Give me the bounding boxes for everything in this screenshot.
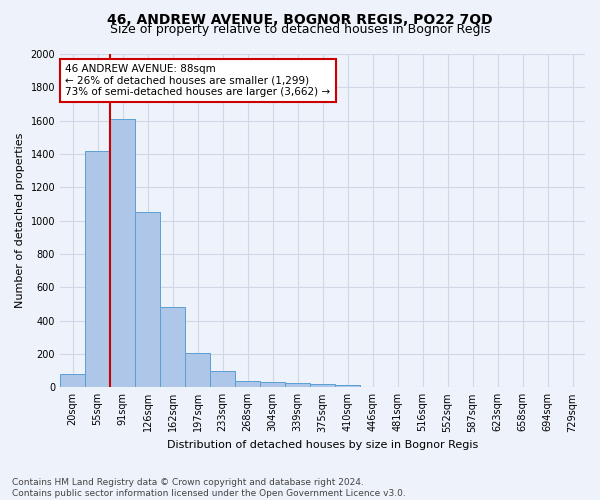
Text: 46 ANDREW AVENUE: 88sqm
← 26% of detached houses are smaller (1,299)
73% of semi: 46 ANDREW AVENUE: 88sqm ← 26% of detache… (65, 64, 331, 97)
Bar (185, 353, 210, 388)
Text: Contains HM Land Registry data © Crown copyright and database right 2024.
Contai: Contains HM Land Registry data © Crown c… (12, 478, 406, 498)
Bar (310, 384, 335, 388)
Text: Size of property relative to detached houses in Bognor Regis: Size of property relative to detached ho… (110, 22, 490, 36)
Y-axis label: Number of detached properties: Number of detached properties (15, 133, 25, 308)
Bar (60, 374, 85, 388)
Bar (85, 150, 110, 388)
Bar (260, 382, 285, 388)
Bar (110, 119, 135, 388)
Bar (160, 308, 185, 388)
Bar (135, 212, 160, 388)
Bar (210, 370, 235, 388)
Bar (285, 383, 310, 388)
Bar (335, 385, 360, 388)
Bar (235, 380, 260, 388)
X-axis label: Distribution of detached houses by size in Bognor Regis: Distribution of detached houses by size … (167, 440, 478, 450)
Text: 46, ANDREW AVENUE, BOGNOR REGIS, PO22 7QD: 46, ANDREW AVENUE, BOGNOR REGIS, PO22 7Q… (107, 12, 493, 26)
